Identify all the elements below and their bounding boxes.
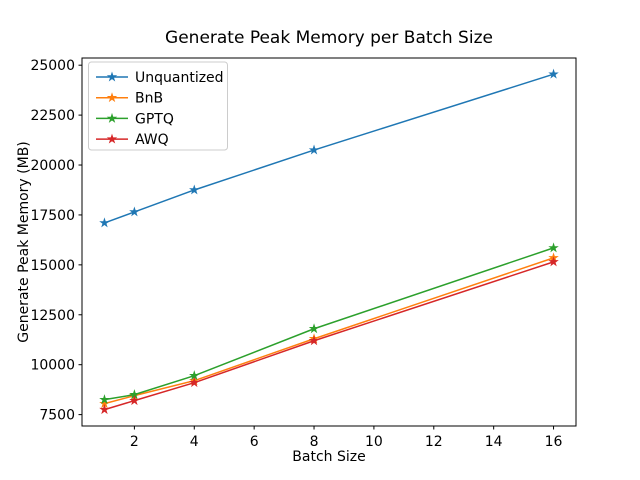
data-point-gptq-b2 <box>129 389 140 400</box>
data-point-gptq-b8 <box>308 323 320 334</box>
legend-item-bnb: BnB <box>96 91 163 107</box>
data-point-bnb-b1 <box>99 398 110 409</box>
data-point-gptq-b4 <box>189 370 200 381</box>
legend-label-gptq: GPTQ <box>135 111 174 127</box>
y-axis-label: Generate Peak Memory (MB) <box>16 141 32 343</box>
legend-item-awq: AWQ <box>96 132 169 148</box>
data-point-gptq-b16 <box>548 242 559 253</box>
axes-frame <box>81 57 577 427</box>
legend-item-unquantized: Unquantized <box>96 70 224 86</box>
data-point-awq-b8 <box>308 335 320 346</box>
x-tick-label-8: 8 <box>310 434 319 450</box>
y-tick-label-7500: 7500 <box>39 408 75 424</box>
series-line-gptq <box>104 247 554 401</box>
x-tick-label-10: 10 <box>365 434 383 450</box>
legend-marker-star-icon <box>106 133 118 144</box>
series-line-awq <box>104 261 554 411</box>
y-tick-label-12500: 12500 <box>30 308 75 324</box>
legend-marker-star-icon <box>106 71 118 82</box>
data-point-unquantized-b8 <box>308 144 320 155</box>
data-point-awq-b1 <box>99 404 110 415</box>
data-point-unquantized-b16 <box>548 68 559 79</box>
y-tick-label-20000: 20000 <box>30 158 75 174</box>
x-tick-label-6: 6 <box>250 434 259 450</box>
series-awq <box>99 256 559 415</box>
x-axis-label: Batch Size <box>292 449 366 465</box>
legend-marker-star-icon <box>106 112 118 123</box>
legend: Unquantized BnB GPTQ AWQ <box>88 61 228 151</box>
data-point-awq-b2 <box>129 395 140 406</box>
legend-box <box>88 61 228 151</box>
series-line-bnb <box>104 257 554 405</box>
data-point-unquantized-b1 <box>99 217 110 228</box>
y-tick-label-22500: 22500 <box>30 108 75 124</box>
series-gptq <box>99 242 559 405</box>
legend-marker-star-icon <box>106 92 118 103</box>
legend-label-unquantized: Unquantized <box>135 70 224 86</box>
legend-label-bnb: BnB <box>135 91 163 107</box>
x-axis: 2 4 6 8 10 12 14 16 <box>130 426 563 450</box>
data-point-gptq-b1 <box>99 394 110 405</box>
chart-title: Generate Peak Memory per Batch Size <box>165 28 493 48</box>
x-tick-label-4: 4 <box>190 434 199 450</box>
y-tick-label-17500: 17500 <box>30 208 75 224</box>
y-tick-label-25000: 25000 <box>30 58 75 74</box>
data-point-awq-b4 <box>189 377 200 388</box>
data-point-awq-b16 <box>548 256 559 267</box>
x-tick-label-12: 12 <box>425 434 443 450</box>
y-tick-label-10000: 10000 <box>30 358 75 374</box>
data-point-unquantized-b4 <box>189 184 200 195</box>
x-tick-label-2: 2 <box>130 434 139 450</box>
data-point-unquantized-b2 <box>129 206 140 217</box>
x-tick-label-14: 14 <box>485 434 503 450</box>
x-tick-label-16: 16 <box>545 434 563 450</box>
y-axis: 7500 10000 12500 15000 17500 20000 22500 25000 <box>30 58 82 424</box>
y-tick-label-15000: 15000 <box>30 258 75 274</box>
series-unquantized <box>99 68 559 228</box>
legend-item-gptq: GPTQ <box>96 111 174 127</box>
legend-label-awq: AWQ <box>135 132 169 148</box>
